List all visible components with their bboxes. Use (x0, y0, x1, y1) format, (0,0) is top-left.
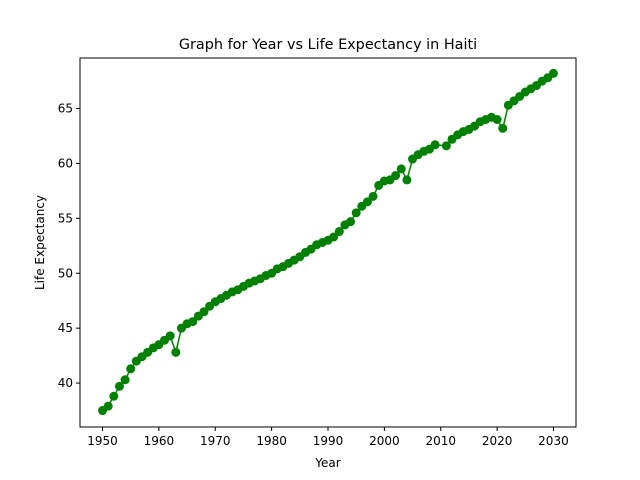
x-tick-label: 2000 (369, 434, 400, 448)
y-axis: 40 45 50 55 60 65 (58, 102, 80, 390)
x-axis: 1950 1960 1970 1980 1990 2000 2010 2020 2030 (87, 427, 569, 448)
y-axis-label: Life Expectancy (33, 195, 47, 290)
data-point (362, 197, 372, 207)
data-point (492, 115, 502, 124)
x-axis-label: Year (314, 456, 340, 470)
data-point (368, 191, 378, 201)
x-tick-label: 1990 (313, 434, 344, 448)
data-point (351, 208, 361, 218)
data-point (109, 391, 119, 401)
data-point (120, 375, 130, 385)
data-point (548, 68, 558, 78)
data-point (441, 141, 451, 151)
data-point (346, 217, 356, 227)
data-point (402, 175, 412, 185)
y-tick-label: 40 (58, 376, 73, 390)
x-tick-label: 1980 (256, 434, 287, 448)
plot-area (98, 68, 558, 416)
data-point (430, 140, 440, 150)
data-point (114, 381, 124, 391)
data-point (329, 232, 339, 242)
data-point (498, 123, 508, 133)
data-point (126, 364, 136, 374)
data-point (391, 171, 401, 181)
y-tick-label: 50 (58, 266, 73, 280)
x-tick-label: 2020 (482, 434, 513, 448)
x-tick-label: 2030 (538, 434, 569, 448)
data-point (334, 227, 344, 237)
x-tick-label: 1970 (200, 434, 231, 448)
x-tick-label: 2010 (425, 434, 456, 448)
data-point (188, 317, 198, 327)
data-point (103, 401, 113, 411)
chart-title: Graph for Year vs Life Expectancy in Hai… (179, 37, 477, 53)
data-point (171, 347, 181, 357)
y-tick-label: 65 (58, 102, 73, 116)
x-tick-label: 1960 (144, 434, 175, 448)
data-point (396, 164, 406, 174)
y-tick-label: 60 (58, 156, 73, 170)
x-tick-label: 1950 (87, 434, 118, 448)
y-tick-label: 45 (58, 321, 73, 335)
data-point (165, 331, 175, 341)
data-point (199, 307, 209, 317)
y-tick-label: 55 (58, 211, 73, 225)
